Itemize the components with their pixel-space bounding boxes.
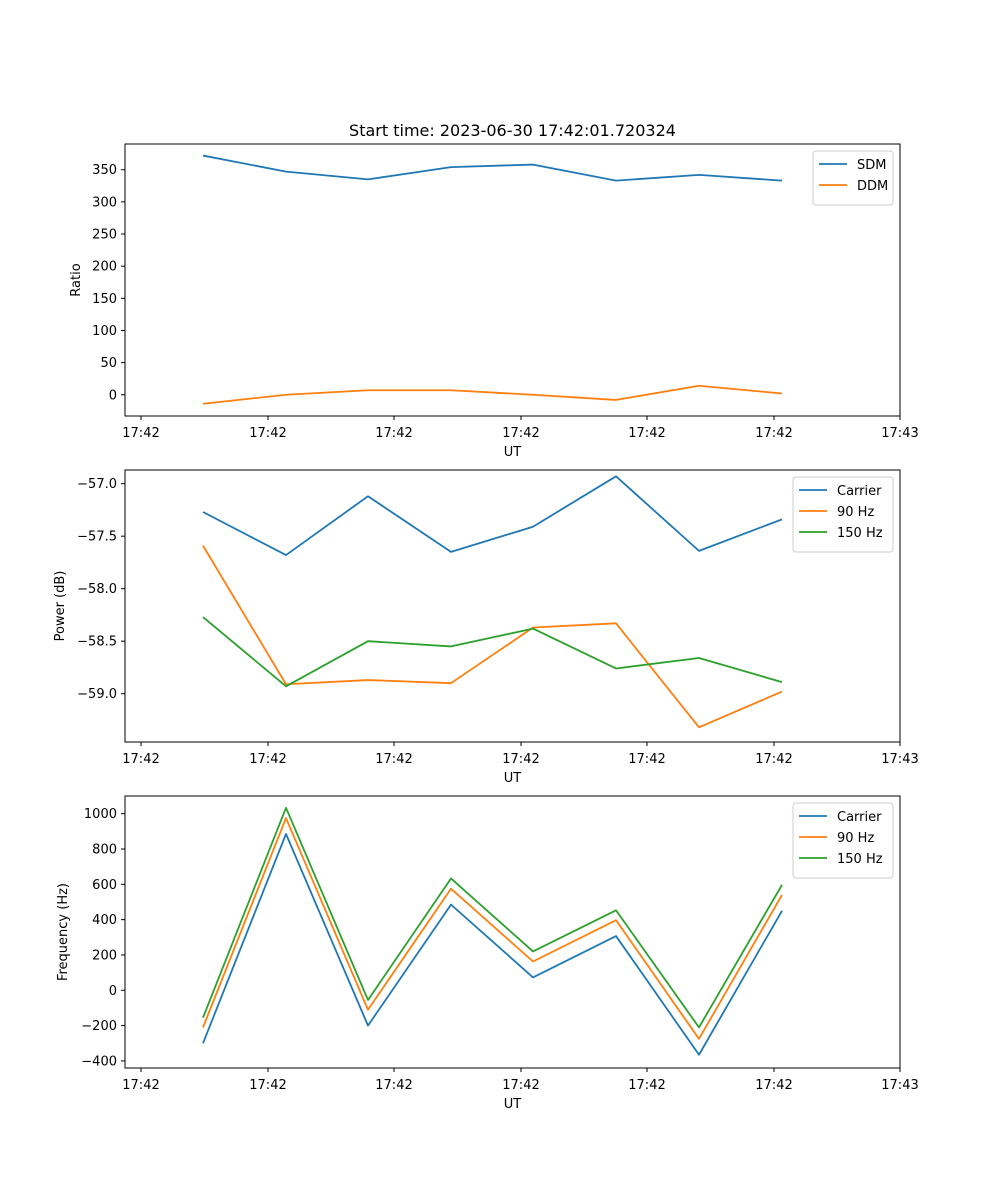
series-line-150-hz [202,616,783,688]
x-tick-label: 17:42 [249,1078,286,1093]
y-tick-label: 350 [92,163,117,178]
y-tick-label: −200 [81,1019,117,1034]
legend-entry: DDM [857,179,888,194]
x-tick-label: 17:42 [628,1078,665,1093]
chart-panel-2: −59.0 −58.5 −58.0 −57.5 −57.0 17:42 17:42 17:42… [53,469,919,786]
legend-entry: 90 Hz [837,505,874,520]
x-tick-label: 17:42 [249,752,286,767]
figure-title: Start time: 2023-06-30 17:42:01.720324 [349,121,676,140]
x-tick-label: 17:42 [502,426,539,441]
y-axis-label: Frequency (Hz) [56,883,71,981]
chart-panel-3: −400 −200 0 200 400 600 800 1000 17:42 17:42 17:42… [56,795,919,1112]
legend-entry: Carrier [837,484,882,499]
legend-entry: Carrier [837,810,882,825]
y-axis-label: Power (dB) [53,571,68,642]
x-tick-label: 17:42 [375,426,412,441]
axes-frame [124,143,901,417]
y-tick-label: 0 [109,388,117,403]
y-tick-label: 50 [100,356,117,371]
legend-entry: 150 Hz [837,526,883,541]
series-line-carrier [202,833,783,1056]
x-tick-label: 17:42 [502,1078,539,1093]
x-tick-label: 17:43 [881,752,918,767]
x-axis-label: UT [504,1097,522,1112]
y-tick-label: 200 [92,260,117,275]
y-tick-label: −58.5 [77,635,117,650]
legend: Carrier 90 Hz 150 Hz [792,476,894,553]
x-tick-label: 17:42 [755,752,792,767]
chart-panel-1: 0 50 100 150 200 250 300 350 17:42 17:42 17:42 17:4… [69,143,919,460]
x-tick-label: 17:43 [881,1078,918,1093]
x-axis-label: UT [504,445,522,460]
series-line-90-hz [202,817,783,1040]
series-line-carrier [202,475,783,556]
legend-entry: 90 Hz [837,831,874,846]
y-tick-label: −400 [81,1054,117,1069]
y-tick-label: −57.0 [77,477,117,492]
x-tick-label: 17:42 [755,426,792,441]
y-tick-label: −58.0 [77,582,117,597]
series-line-sdm [202,154,783,182]
x-tick-label: 17:42 [628,752,665,767]
x-tick-label: 17:43 [881,426,918,441]
y-tick-label: 600 [92,878,117,893]
y-tick-label: 0 [109,984,117,999]
y-tick-label: 200 [92,948,117,963]
legend-box [792,802,894,879]
y-tick-label: 100 [92,324,117,339]
series-line-90-hz [202,545,783,729]
x-tick-label: 17:42 [122,426,159,441]
series-line-ddm [202,384,783,405]
legend-box [792,476,894,553]
x-tick-label: 17:42 [122,1078,159,1093]
legend: SDM DDM [812,150,894,206]
series-line-150-hz [202,806,783,1029]
y-tick-label: −57.5 [77,530,117,545]
legend-entry: 150 Hz [837,852,883,867]
y-axis-label: Ratio [69,263,84,296]
axes-frame [124,469,901,743]
y-tick-label: 400 [92,913,117,928]
axes-frame [124,795,901,1069]
x-tick-label: 17:42 [375,752,412,767]
y-tick-label: 1000 [84,807,117,822]
legend: Carrier 90 Hz 150 Hz [792,802,894,879]
y-tick-label: 800 [92,842,117,857]
x-tick-label: 17:42 [628,426,665,441]
x-tick-label: 17:42 [502,752,539,767]
y-tick-label: 250 [92,228,117,243]
y-tick-label: 150 [92,292,117,307]
x-tick-label: 17:42 [122,752,159,767]
x-tick-label: 17:42 [375,1078,412,1093]
y-tick-label: 300 [92,195,117,210]
legend-entry: SDM [857,158,886,173]
y-tick-label: −59.0 [77,687,117,702]
x-tick-label: 17:42 [249,426,286,441]
x-tick-label: 17:42 [755,1078,792,1093]
x-axis-label: UT [504,771,522,786]
